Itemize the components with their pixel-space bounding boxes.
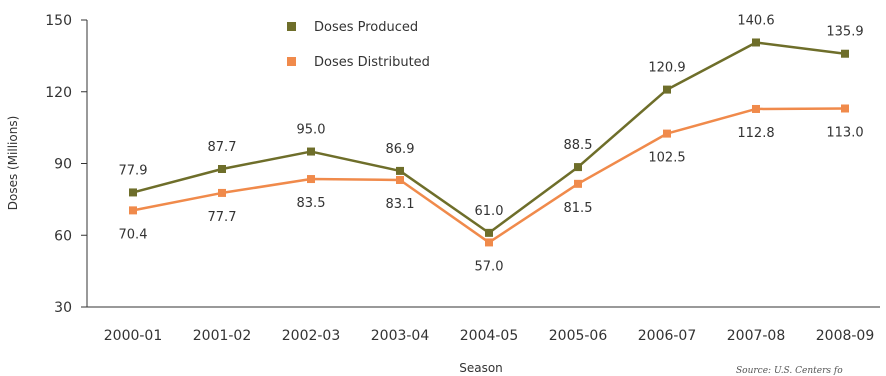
data-label-doses-produced: 120.9 xyxy=(648,61,685,76)
data-point-doses-distributed xyxy=(574,179,582,188)
data-label-doses-distributed: 83.1 xyxy=(386,197,415,212)
data-label-doses-produced: 135.9 xyxy=(826,25,863,40)
data-point-doses-distributed xyxy=(396,176,404,185)
data-point-doses-distributed xyxy=(752,104,760,113)
data-point-doses-produced xyxy=(752,38,760,47)
source-note: Source: U.S. Centers fo xyxy=(736,366,843,376)
x-tick-label: 2008-09 xyxy=(816,328,875,344)
data-point-doses-produced xyxy=(396,166,404,175)
data-point-doses-produced xyxy=(574,163,582,172)
x-tick-label: 2005-06 xyxy=(549,328,608,344)
y-tick-label: 30 xyxy=(54,300,72,316)
data-point-doses-distributed xyxy=(129,206,137,215)
data-label-doses-produced: 61.0 xyxy=(475,204,504,219)
data-label-doses-produced: 77.9 xyxy=(119,163,148,178)
x-tick-label: 2006-07 xyxy=(638,328,697,344)
x-tick-label: 2000-01 xyxy=(104,328,163,344)
data-labels: 77.9 87.7 95.0 86.9 61.0 88.5 120.9 140.6 135.9 7… xyxy=(119,13,864,274)
data-point-doses-produced xyxy=(663,85,671,94)
y-tick-label: 120 xyxy=(45,85,72,101)
y-ticks: 30 60 90 120 150 xyxy=(45,13,87,316)
series-lines xyxy=(129,38,849,247)
data-point-doses-produced xyxy=(841,49,849,58)
data-label-doses-distributed: 70.4 xyxy=(119,227,148,242)
y-tick-label: 60 xyxy=(54,228,72,244)
legend-swatch-doses-produced xyxy=(287,22,296,31)
data-point-doses-distributed xyxy=(307,175,315,184)
x-tick-label: 2002-03 xyxy=(282,328,341,344)
y-tick-label: 90 xyxy=(54,157,72,173)
data-label-doses-distributed: 102.5 xyxy=(648,151,685,166)
data-label-doses-distributed: 77.7 xyxy=(208,210,237,225)
data-point-doses-produced xyxy=(485,228,493,237)
data-label-doses-produced: 140.6 xyxy=(737,13,774,28)
x-tick-label: 2007-08 xyxy=(727,328,786,344)
data-label-doses-produced: 87.7 xyxy=(208,140,237,155)
data-label-doses-produced: 95.0 xyxy=(297,123,326,138)
x-tick-label: 2003-04 xyxy=(371,328,430,344)
y-tick-label: 150 xyxy=(45,13,72,29)
x-axis-title: Season xyxy=(459,361,503,375)
legend-swatch-doses-distributed xyxy=(287,57,296,66)
data-label-doses-distributed: 83.5 xyxy=(297,196,326,211)
data-label-doses-distributed: 81.5 xyxy=(564,201,593,216)
data-point-doses-produced xyxy=(307,147,315,156)
x-ticks: 2000-01 2001-02 2002-03 2003-04 2004-05 2005-… xyxy=(104,328,875,344)
y-axis-title: Doses (Millions) xyxy=(6,116,20,211)
data-point-doses-distributed xyxy=(663,129,671,138)
legend-label-doses-produced: Doses Produced xyxy=(314,20,418,35)
data-point-doses-distributed xyxy=(218,188,226,197)
data-point-doses-distributed xyxy=(841,104,849,113)
x-tick-label: 2001-02 xyxy=(193,328,252,344)
data-label-doses-distributed: 113.0 xyxy=(826,125,863,140)
data-label-doses-produced: 88.5 xyxy=(564,138,593,153)
data-label-doses-distributed: 57.0 xyxy=(475,259,504,274)
data-point-doses-produced xyxy=(218,165,226,174)
legend: Doses Produced Doses Distributed xyxy=(287,20,430,70)
data-label-doses-produced: 86.9 xyxy=(386,142,415,157)
data-label-doses-distributed: 112.8 xyxy=(737,126,774,141)
data-point-doses-distributed xyxy=(485,238,493,247)
data-point-doses-produced xyxy=(129,188,137,197)
legend-label-doses-distributed: Doses Distributed xyxy=(314,55,430,70)
x-tick-label: 2004-05 xyxy=(460,328,519,344)
